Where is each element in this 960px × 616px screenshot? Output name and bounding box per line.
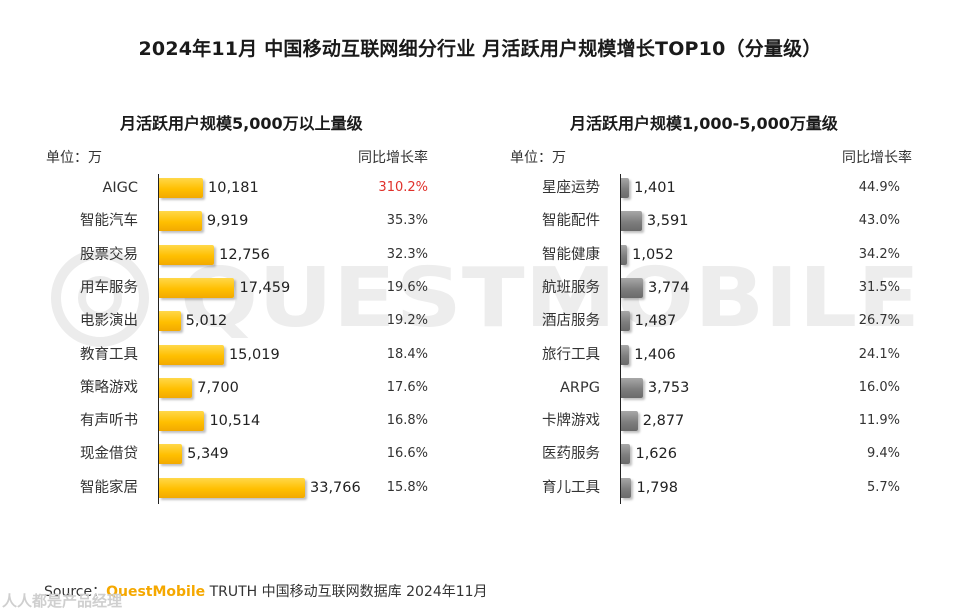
- source-brand: QuestMobile: [106, 584, 206, 600]
- bar: [621, 277, 643, 298]
- value-label: 10,181: [208, 180, 259, 196]
- bar: [159, 411, 205, 432]
- category-label: 智能健康: [542, 246, 600, 263]
- unit-label-right: 单位：万: [510, 150, 566, 166]
- value-label: 9,919: [206, 213, 249, 230]
- growth-label: 26.7%: [858, 313, 900, 329]
- bar: [159, 444, 183, 465]
- bar: [621, 377, 643, 398]
- growth-label: 31.5%: [858, 279, 900, 295]
- category-label: 用车服务: [80, 279, 138, 296]
- category-label: 有声听书: [80, 413, 138, 430]
- axis-right: [620, 174, 621, 504]
- chart-title: 2024年11月 中国移动互联网细分行业 月活跃用户规模增长TOP10（分量级）: [138, 38, 822, 60]
- value-label: 1,626: [635, 446, 677, 463]
- bar: [621, 311, 630, 332]
- category-label: 星座运势: [542, 180, 600, 196]
- growth-label: 15.8%: [386, 479, 428, 495]
- value-label: 5,012: [185, 313, 228, 330]
- panel-title-right: 月活跃用户规模1,000-5,000万量级: [570, 114, 838, 133]
- value-label: 2,877: [642, 413, 685, 430]
- growth-header-right: 同比增长率: [842, 150, 912, 166]
- category-label: 酒店服务: [542, 313, 600, 330]
- bar: [159, 277, 235, 298]
- panel-title-left: 月活跃用户规模5,000万以上量级: [120, 114, 363, 133]
- category-label: 智能汽车: [80, 213, 138, 230]
- category-label: 教育工具: [80, 346, 138, 363]
- value-label: 1,406: [634, 346, 676, 363]
- bar: [159, 311, 181, 332]
- value-label: 1,401: [634, 180, 676, 196]
- watermark-text: QUESTMOBILE: [180, 251, 920, 346]
- category-label: 智能家居: [80, 479, 138, 496]
- category-label: 电影演出: [80, 313, 138, 330]
- growth-label: 34.2%: [858, 246, 900, 262]
- bar: [159, 377, 193, 398]
- growth-label: 18.4%: [386, 346, 428, 362]
- value-label: 33,766: [310, 479, 361, 496]
- value-label: 1,052: [632, 246, 674, 263]
- category-label: 旅行工具: [542, 346, 600, 363]
- source-rest: TRUTH 中国移动互联网数据库 2024年11月: [205, 584, 488, 600]
- bar: [621, 444, 631, 465]
- category-label: 航班服务: [542, 279, 600, 296]
- category-label: 智能配件: [542, 213, 600, 230]
- growth-label: 16.6%: [386, 446, 428, 462]
- bar: [621, 411, 638, 432]
- value-label: 15,019: [228, 346, 280, 363]
- category-label: 卡牌游戏: [542, 413, 600, 430]
- axis-left: [158, 174, 159, 504]
- source-prefix: Source：: [44, 584, 107, 600]
- bar: [621, 344, 630, 365]
- value-label: 1,487: [634, 313, 677, 330]
- bar: [159, 244, 215, 265]
- value-label: 10,514: [209, 413, 261, 430]
- value-label: 17,459: [239, 279, 291, 296]
- bar: [621, 477, 632, 498]
- category-label: ARPG: [560, 379, 600, 396]
- category-label: 策略游戏: [80, 379, 138, 396]
- growth-label: 43.0%: [858, 213, 900, 229]
- source-note: Source：QuestMobile TRUTH 中国移动互联网数据库 2024…: [44, 581, 488, 601]
- bar: [159, 178, 204, 198]
- category-label: 现金借贷: [80, 446, 138, 463]
- bar: [621, 211, 642, 232]
- bar: [621, 244, 628, 265]
- growth-label: 5.7%: [866, 479, 900, 495]
- bar: [159, 211, 202, 232]
- category-label: AIGC: [102, 180, 138, 196]
- corner-stamp: 人人都是产品经理: [2, 592, 123, 610]
- value-label: 1,798: [636, 479, 678, 496]
- unit-label-left: 单位：万: [46, 150, 102, 166]
- value-label: 12,756: [219, 246, 270, 263]
- growth-label: 16.0%: [858, 379, 900, 395]
- category-label: 育儿工具: [542, 479, 600, 496]
- bar: [159, 477, 305, 498]
- value-label: 3,774: [648, 279, 690, 296]
- growth-label: 11.9%: [858, 413, 900, 429]
- value-label: 3,753: [647, 379, 690, 396]
- growth-label: 44.9%: [858, 180, 900, 195]
- category-label: 医药服务: [542, 446, 600, 463]
- category-label: 股票交易: [80, 246, 138, 263]
- watermark-logo: QUESTMOBILE: [51, 249, 920, 347]
- value-label: 7,700: [197, 379, 239, 396]
- bar: [621, 178, 630, 198]
- value-label: 5,349: [187, 446, 229, 463]
- growth-label: 32.3%: [386, 246, 428, 262]
- growth-label: 19.6%: [386, 279, 428, 295]
- growth-label: 35.3%: [386, 213, 428, 229]
- growth-label: 24.1%: [858, 346, 900, 362]
- growth-label: 9.4%: [866, 446, 900, 462]
- value-label: 3,591: [646, 213, 689, 230]
- growth-label: 19.2%: [386, 313, 428, 329]
- growth-label: 16.8%: [386, 413, 428, 429]
- growth-header-left: 同比增长率: [358, 150, 428, 166]
- growth-label: 17.6%: [386, 379, 428, 395]
- bar: [159, 344, 224, 365]
- growth-label: 310.2%: [378, 180, 428, 195]
